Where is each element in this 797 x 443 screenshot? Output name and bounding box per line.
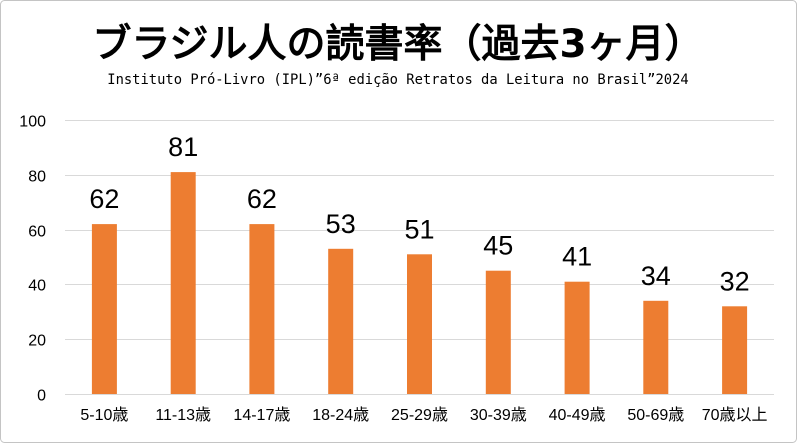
y-tick-label-60: 60 <box>28 224 46 241</box>
bar-30-39歳 <box>485 270 511 394</box>
x-tick-label-70歳以上: 70歳以上 <box>702 406 768 424</box>
x-tick-label-50-69歳: 50-69歳 <box>627 406 684 424</box>
data-label-70歳以上: 32 <box>720 266 750 296</box>
x-tick-label-11-13歳: 11-13歳 <box>155 406 211 424</box>
x-tick-label-30-39歳: 30-39歳 <box>470 406 527 424</box>
bar-70歳以上 <box>722 306 748 394</box>
y-tick-label-0: 0 <box>37 388 46 405</box>
y-tick-label-100: 100 <box>19 114 46 131</box>
chart-subtitle: Instituto Pró-Livro (IPL)”6ª edição Retr… <box>107 72 688 88</box>
bar-5-10歳 <box>91 224 117 394</box>
data-label-11-13歳: 81 <box>168 132 198 162</box>
chart-title: ブラジル人の読書率（過去3ヶ月） <box>92 22 703 67</box>
y-axis-tick-labels: 0 20 40 60 80 100 <box>19 114 46 405</box>
data-labels: 62 81 62 53 51 45 41 34 32 <box>89 132 749 296</box>
data-label-25-29歳: 51 <box>404 214 434 244</box>
x-axis-tick-labels: 5-10歳 11-13歳 14-17歳 18-24歳 25-29歳 30-39歳 40-49… <box>80 406 767 424</box>
bar-40-49歳 <box>564 281 590 394</box>
x-tick-label-14-17歳: 14-17歳 <box>233 406 290 424</box>
x-tick-label-40-49歳: 40-49歳 <box>549 406 606 424</box>
data-label-14-17歳: 62 <box>247 184 277 214</box>
y-tick-label-40: 40 <box>28 278 46 295</box>
bars <box>91 172 748 394</box>
bar-50-69歳 <box>643 300 669 394</box>
data-label-5-10歳: 62 <box>89 184 119 214</box>
x-tick-label-5-10歳: 5-10歳 <box>80 406 128 424</box>
data-label-40-49歳: 41 <box>562 242 592 272</box>
data-label-30-39歳: 45 <box>483 231 513 261</box>
bar-25-29歳 <box>407 254 432 394</box>
bar-11-13歳 <box>170 172 196 394</box>
bar-18-24歳 <box>328 248 354 394</box>
bar-14-17歳 <box>249 224 275 394</box>
data-label-50-69歳: 34 <box>641 261 671 291</box>
data-label-18-24歳: 53 <box>326 209 356 239</box>
x-tick-label-18-24歳: 18-24歳 <box>312 406 369 424</box>
y-tick-label-20: 20 <box>28 333 46 350</box>
y-tick-label-80: 80 <box>28 169 46 186</box>
x-tick-label-25-29歳: 25-29歳 <box>391 406 448 424</box>
